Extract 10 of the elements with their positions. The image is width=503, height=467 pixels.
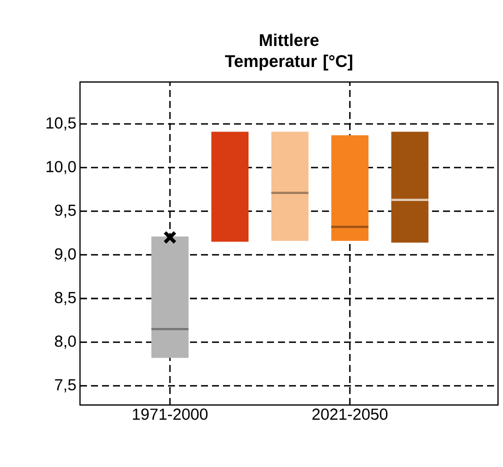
y-tick-label: 7,5 (55, 379, 76, 392)
y-tick-label: 9,0 (54, 248, 76, 262)
y-tick-label: 9,5 (54, 204, 76, 218)
y-tick-label: 10,0 (46, 160, 76, 174)
x-tick-label: 2021-2050 (312, 408, 388, 420)
y-tick-label: 10,5 (46, 117, 76, 131)
y-tick-label: 8,0 (54, 336, 76, 349)
y-tick-label: 8,5 (54, 292, 76, 306)
chart-title: Mittlere Temperatur [°C] (225, 34, 352, 70)
x-tick-label: 1971-2000 (132, 408, 208, 420)
